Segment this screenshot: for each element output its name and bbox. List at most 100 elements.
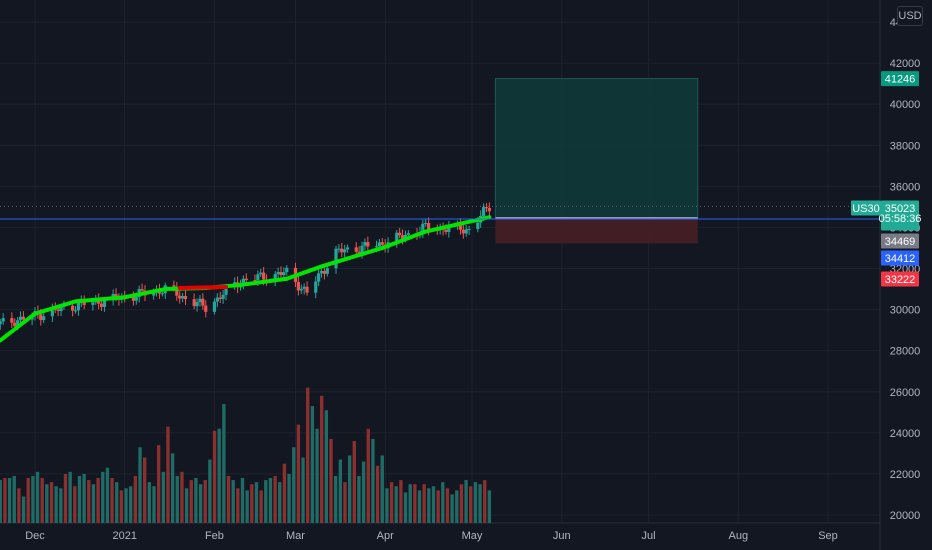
candle-body	[395, 232, 399, 243]
candle-body	[484, 207, 489, 209]
y-tick-label: 22000	[890, 469, 921, 481]
candle-body	[481, 207, 486, 216]
volume-bar	[133, 475, 138, 523]
candle-body	[421, 223, 425, 233]
candle-body	[56, 309, 60, 312]
volume-bar	[459, 484, 464, 523]
volume-bar	[7, 478, 12, 523]
volume-bar	[478, 484, 482, 523]
volume-bars	[0, 387, 492, 523]
candle-body	[221, 294, 225, 299]
candle-body	[204, 305, 208, 312]
price-label-bg	[881, 271, 919, 287]
candle-body	[322, 270, 327, 274]
candle-body	[377, 242, 382, 247]
candle-body	[262, 272, 266, 280]
price-label-bg	[881, 250, 919, 266]
candle-body	[16, 320, 20, 327]
volume-bar	[320, 395, 324, 523]
volume-bar	[268, 478, 273, 523]
volume-bar	[226, 475, 231, 523]
volume-bar	[385, 488, 389, 523]
volume-bar	[217, 428, 221, 523]
ma-segment	[33, 299, 78, 316]
volume-bar	[343, 482, 347, 523]
volume-bar	[21, 496, 26, 523]
candle-body	[282, 272, 286, 276]
ma-segment	[380, 229, 428, 250]
candle-body	[296, 281, 300, 291]
volume-bar	[445, 488, 450, 523]
volume-bar	[91, 484, 96, 523]
volume-bar	[0, 480, 2, 523]
candle-body	[357, 251, 361, 254]
volume-bar	[63, 473, 68, 523]
y-tick-label: 24000	[890, 428, 921, 440]
volume-bar	[403, 492, 408, 523]
volume-bar	[333, 475, 338, 523]
x-tick-label: 2021	[112, 530, 136, 542]
y-tick-label: 42000	[890, 58, 921, 70]
candle-body	[256, 274, 260, 281]
candle-body	[363, 242, 367, 246]
x-tick-label: Feb	[205, 530, 224, 542]
candle-body	[244, 278, 248, 281]
currency-button[interactable]: USD	[897, 6, 923, 26]
volume-bar	[259, 490, 263, 523]
candle-body	[13, 322, 17, 327]
candle-body	[276, 272, 280, 275]
volume-bar	[394, 486, 398, 523]
candle-body	[73, 310, 78, 312]
volume-bar	[450, 494, 454, 523]
volume-bar	[464, 480, 468, 523]
volume-bar	[371, 438, 375, 523]
volume-bar	[292, 447, 296, 523]
volume-bar	[184, 488, 189, 523]
candle-body	[374, 246, 379, 248]
candle-body	[201, 298, 205, 306]
volume-bar	[68, 471, 72, 523]
candle-body	[305, 286, 309, 293]
symbol-tag: US30	[852, 203, 880, 215]
volume-bar	[245, 490, 249, 523]
volume-bar	[422, 484, 426, 523]
candle-body	[21, 316, 26, 320]
candle-body	[398, 232, 402, 236]
volume-bar	[45, 484, 49, 523]
long-position-tool[interactable]	[494, 78, 699, 244]
x-tick-label: Sep	[818, 530, 838, 542]
candle-body	[325, 268, 329, 274]
volume-bar	[287, 473, 291, 523]
volume-bar	[324, 410, 329, 523]
candle-body	[42, 316, 46, 321]
volume-bar	[166, 426, 170, 523]
x-tick-label: Dec	[25, 530, 45, 542]
candle-body	[71, 305, 75, 311]
ma-segment	[73, 295, 127, 304]
x-axis[interactable]: Dec 2021 Feb Mar Apr May Jun Jul Aug Sep	[25, 530, 838, 542]
x-tick-label: Aug	[728, 530, 748, 542]
candle-body	[99, 303, 104, 307]
candle-body	[380, 242, 384, 245]
grid	[0, 0, 881, 550]
candle-body	[487, 208, 491, 212]
volume-bar	[212, 430, 217, 523]
candle-body	[340, 248, 344, 253]
candle-body	[76, 302, 81, 311]
candle-body	[1, 318, 5, 322]
x-tick-label: May	[462, 530, 483, 542]
volume-bar	[189, 480, 193, 523]
x-tick-label: Apr	[377, 530, 394, 542]
candle-body	[279, 272, 283, 276]
volume-bar	[250, 484, 254, 523]
volume-bar	[352, 441, 356, 523]
volume-bar	[455, 490, 459, 523]
candle-body	[400, 235, 405, 239]
price-label-bg	[881, 200, 919, 231]
volume-bar	[278, 482, 282, 523]
volume-bar	[310, 406, 315, 523]
bar-countdown: 05:58:36	[879, 213, 922, 225]
volume-bar	[347, 455, 352, 523]
volume-bar	[31, 475, 35, 523]
